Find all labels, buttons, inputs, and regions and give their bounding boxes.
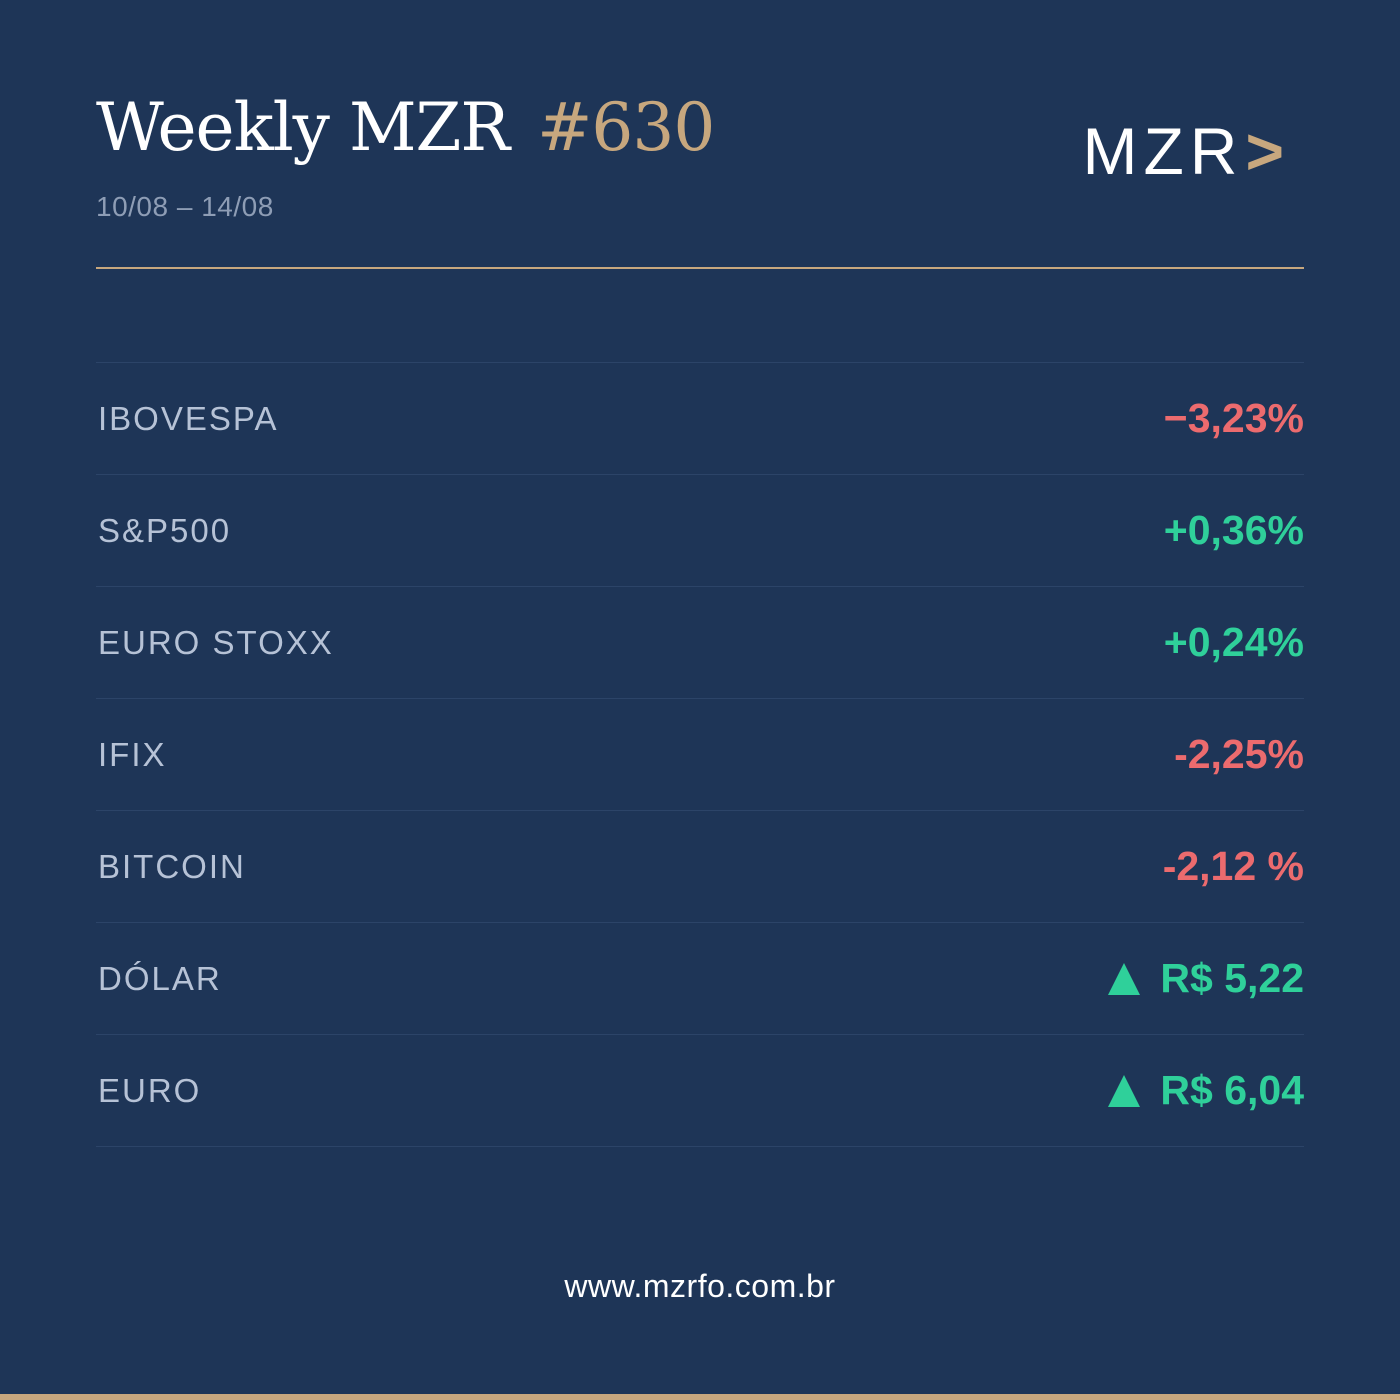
row-label: BITCOIN [98,847,246,885]
value-text: R$ 5,22 [1160,955,1304,1001]
indices-table: IBOVESPA −3,23% S&P500 +0,36% EURO STOXX… [96,362,1304,1147]
logo-text: MZR [1082,114,1244,188]
value-text: -2,25% [1174,731,1304,777]
page-title: Weekly MZR #630 [96,88,715,168]
table-row-euro-stoxx: EURO STOXX +0,24% [96,587,1304,699]
triangle-up-icon [1108,962,1141,995]
value-text: R$ 6,04 [1160,1067,1304,1113]
table-row-dolar: DÓLAR R$ 5,22 [96,923,1304,1035]
row-label: EURO [98,1071,202,1109]
row-value: −3,23% [1164,395,1304,442]
title-text: Weekly MZR [96,89,510,166]
bottom-accent-bar [0,1394,1400,1400]
row-label: S&P500 [98,511,232,549]
row-label: IFIX [98,735,167,773]
row-value: +0,36% [1164,507,1304,554]
row-label: EURO STOXX [98,623,334,661]
value-text: −3,23% [1163,395,1304,441]
table-row-bitcoin: BITCOIN -2,12 % [96,811,1304,923]
mzr-logo: MZR> [1082,112,1284,190]
website-link[interactable]: www.mzrfo.com.br [564,1268,836,1304]
row-value: R$ 5,22 [1108,955,1304,1002]
table-row-euro: EURO R$ 6,04 [96,1035,1304,1147]
header-divider [96,267,1304,269]
value-text: +0,24% [1163,619,1304,665]
row-value: +0,24% [1164,619,1304,666]
row-value: -2,12 % [1163,843,1304,890]
table-row-ifix: IFIX -2,25% [96,699,1304,811]
row-value: R$ 6,04 [1108,1067,1304,1114]
issue-number: #630 [537,89,715,166]
value-text: +0,36% [1163,507,1304,553]
table-row-ibovespa: IBOVESPA −3,23% [96,363,1304,475]
row-label: IBOVESPA [98,399,279,437]
value-text: -2,12 % [1162,843,1304,889]
date-range: 10/08 – 14/08 [96,191,274,222]
row-value: -2,25% [1174,731,1304,778]
chevron-right-icon: > [1245,114,1284,188]
table-row-sp500: S&P500 +0,36% [96,475,1304,587]
triangle-up-icon [1108,1074,1141,1107]
row-label: DÓLAR [98,959,222,997]
